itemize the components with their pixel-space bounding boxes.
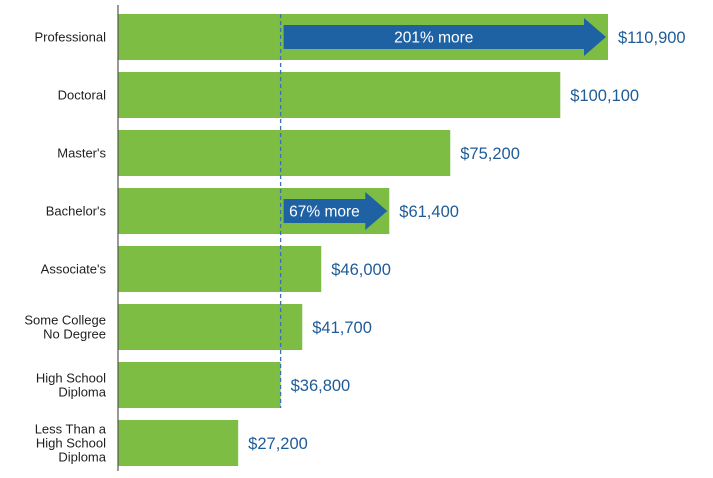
bar-1 xyxy=(118,72,561,118)
value-label-5: $41,700 xyxy=(312,319,372,337)
value-label-2: $75,200 xyxy=(460,145,520,163)
value-label-4: $46,000 xyxy=(331,261,391,279)
value-label-6: $36,800 xyxy=(291,377,351,395)
category-label-4: Associate's xyxy=(41,262,107,277)
bar-2 xyxy=(118,130,451,176)
category-label-0: Professional xyxy=(34,30,106,45)
category-label-6: High School Diploma xyxy=(36,371,107,400)
annotations-layer: 201% more 67% more xyxy=(279,14,606,408)
arrow-label-1: 67% more xyxy=(289,204,360,221)
bar-5 xyxy=(118,304,303,350)
value-label-7: $27,200 xyxy=(248,435,308,453)
category-label-1: Doctoral xyxy=(58,88,107,103)
arrow-label-0: 201% more xyxy=(394,30,473,47)
value-label-0: $110,900 xyxy=(618,29,686,47)
arrow-0 xyxy=(283,18,606,56)
bar-4 xyxy=(118,246,322,292)
bar-7 xyxy=(118,420,239,466)
category-label-7: Less Than a High School Diploma xyxy=(35,422,107,465)
value-label-1: $100,100 xyxy=(570,87,639,105)
bars-layer xyxy=(118,14,608,466)
category-label-3: Bachelor's xyxy=(46,204,107,219)
category-label-2: Master's xyxy=(57,146,106,161)
labels-layer: $110,900 Professional $100,100 Doctoral $75,… xyxy=(24,29,685,465)
value-label-3: $61,400 xyxy=(399,203,459,221)
arrow-1 xyxy=(283,192,388,230)
bar-6 xyxy=(118,362,281,408)
category-label-5: Some College No Degree xyxy=(24,313,106,342)
